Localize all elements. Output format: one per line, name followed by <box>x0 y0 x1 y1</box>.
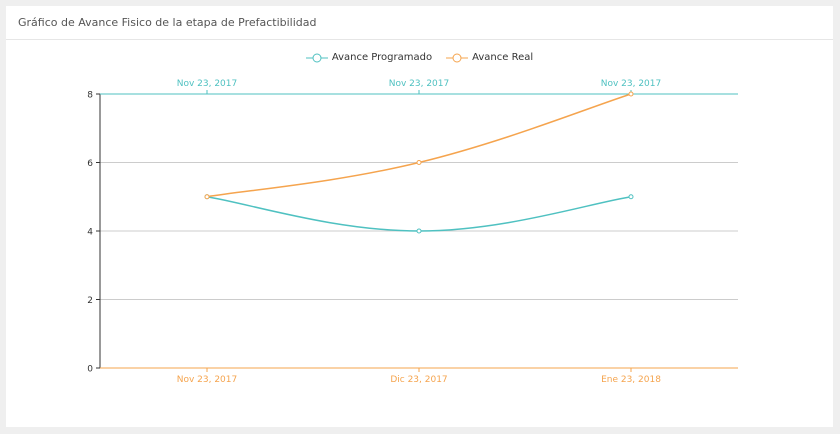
legend-symbol-programado <box>305 53 328 62</box>
legend-label-real: Avance Real <box>472 52 534 63</box>
y-tick-label: 8 <box>87 91 93 101</box>
legend-item-avance-real[interactable]: Avance Real <box>446 52 533 63</box>
legend-symbol-real <box>446 53 469 62</box>
card-header: Gráfico de Avance Fisico de la etapa de … <box>6 6 833 40</box>
legend-item-avance-programado[interactable]: Avance Programado <box>305 52 433 63</box>
data-point-programado <box>416 228 422 234</box>
y-tick-label: 6 <box>87 159 93 169</box>
x-bottom-tick-label: Ene 23, 2018 <box>601 375 661 385</box>
data-point-real <box>416 160 422 165</box>
y-tick-label: 0 <box>87 365 93 375</box>
series-line-real <box>206 93 632 198</box>
y-tick-label: 2 <box>87 296 93 306</box>
x-top-tick-label: Nov 23, 2017 <box>177 79 238 89</box>
data-point-real <box>628 91 634 97</box>
x-bottom-tick-label: Dic 23, 2017 <box>390 375 447 385</box>
chart-card: Gráfico de Avance Fisico de la etapa de … <box>6 6 833 427</box>
data-point-real <box>204 194 210 200</box>
x-top-tick-label: Nov 23, 2017 <box>389 79 450 89</box>
data-point-programado <box>628 194 634 200</box>
legend-label-programado: Avance Programado <box>331 52 433 63</box>
series-line-programado <box>206 196 632 232</box>
chart-legend: Avance Programado Avance Real <box>6 52 833 63</box>
x-top-tick-label: Nov 23, 2017 <box>601 79 662 89</box>
y-tick-label: 4 <box>87 228 93 238</box>
x-bottom-tick-label: Nov 23, 2017 <box>177 375 238 385</box>
chart-title: Gráfico de Avance Fisico de la etapa de … <box>18 16 317 29</box>
